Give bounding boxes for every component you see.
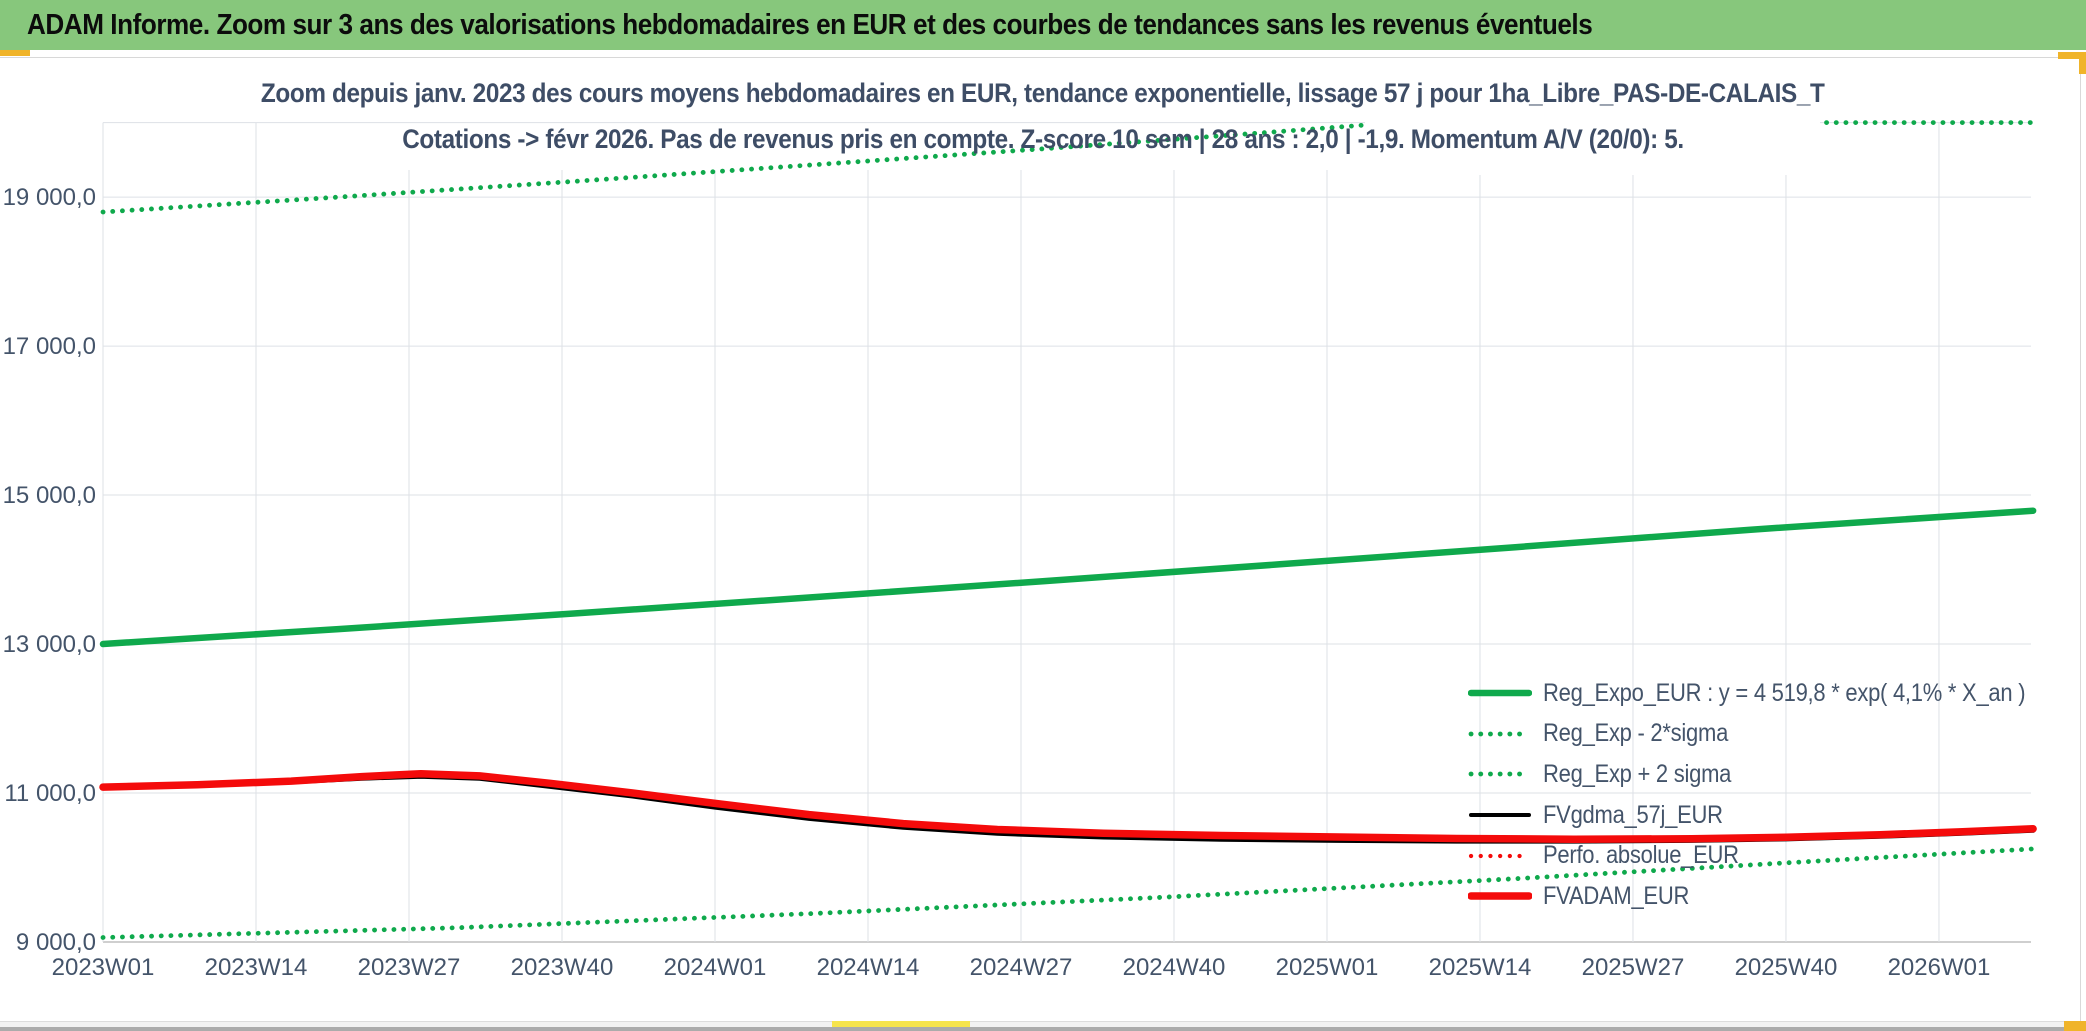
amber-accent-top-left [0,50,30,56]
amber-accent-bottom-right [2064,1021,2086,1031]
legend-swatch-solid-line [1469,813,1531,818]
x-axis-tick-label: 2024W01 [664,954,767,981]
x-axis-tick-label: 2025W01 [1276,954,1379,981]
bottom-strip [0,1021,2086,1028]
x-axis-tick-label: 2026W01 [1888,954,1991,981]
series-minus2sigma-line [100,846,2036,940]
legend-label: Perfo. absolue_EUR [1543,841,1739,870]
y-axis-tick-label: 15 000,0 [3,482,96,509]
legend-label: Reg_Expo_EUR : y = 4 519,8 * exp( 4,1% *… [1543,678,2026,707]
legend-swatch-dotted-line [1468,731,1532,737]
yellow-accent-bottom [832,1021,970,1027]
legend-swatch-solid-line [1468,892,1532,901]
chart-title-line1: Zoom depuis janv. 2023 des cours moyens … [261,78,1825,108]
series-fvadam-line [99,769,2037,843]
x-axis-tick-label: 2024W27 [970,954,1073,981]
banner-title: ADAM Informe. Zoom sur 3 ans des valoris… [27,8,1593,41]
series-reg_expo-line [99,507,2037,648]
legend-item-minus2sigma[interactable]: Reg_Exp - 2*sigma [1468,714,2086,755]
legend-item-fvadam[interactable]: FVADAM_EUR [1468,876,2086,917]
y-axis-tick-label: 9 000,0 [16,929,96,956]
x-axis-tick-label: 2023W40 [511,954,614,981]
legend-item-perfo_absolue[interactable]: Perfo. absolue_EUR [1468,835,2086,876]
legend-swatch-solid-line [1468,690,1532,697]
legend-label: FVgdma_57j_EUR [1543,800,1723,829]
chart-title-line2: Cotations -> févr 2026. Pas de revenus p… [402,124,1684,154]
legend-label: FVADAM_EUR [1543,881,1690,910]
legend-item-plus2sigma[interactable]: Reg_Exp + 2 sigma [1468,754,2086,795]
banner: ADAM Informe. Zoom sur 3 ans des valoris… [0,0,2086,50]
y-axis-tick-label: 19 000,0 [3,184,96,211]
bottom-strip-dark [0,1027,2086,1031]
y-axis-tick-label: 13 000,0 [3,631,96,658]
x-axis-tick-label: 2023W01 [52,954,155,981]
legend-label: Reg_Exp - 2*sigma [1543,719,1729,748]
gridlines [102,122,2031,943]
legend-swatch-dotted-line [1468,772,1532,777]
legend-label: Reg_Exp + 2 sigma [1543,759,1732,788]
y-axis-tick-label: 17 000,0 [3,333,96,360]
chart-frame-right-border [2080,57,2081,1021]
x-axis-tick-label: 2023W14 [205,954,308,981]
x-axis-tick-label: 2023W27 [358,954,461,981]
x-axis-tick-label: 2025W27 [1582,954,1685,981]
axis-labels: 19 000,0 17 000,0 15 000,0 13 000,0 11 000,0… [3,184,1991,981]
x-axis-tick-label: 2025W40 [1735,954,1838,981]
chart-legend: Reg_Expo_EUR : y = 4 519,8 * exp( 4,1% *… [1468,673,2086,917]
amber-accent-top-right-edge [2079,52,2086,74]
legend-item-fvgdma[interactable]: FVgdma_57j_EUR [1468,795,2086,836]
x-axis-tick-label: 2025W14 [1429,954,1532,981]
amber-accent-top-right [2058,52,2086,59]
y-axis-tick-label: 11 000,0 [4,780,96,807]
title-background-patch [1365,103,1820,175]
x-axis-tick-label: 2024W40 [1123,954,1226,981]
x-axis-tick-label: 2024W14 [817,954,920,981]
legend-swatch-dotted-line [1468,853,1532,858]
legend-item-reg_expo[interactable]: Reg_Expo_EUR : y = 4 519,8 * exp( 4,1% *… [1468,673,2086,714]
divider-line [0,57,2086,58]
